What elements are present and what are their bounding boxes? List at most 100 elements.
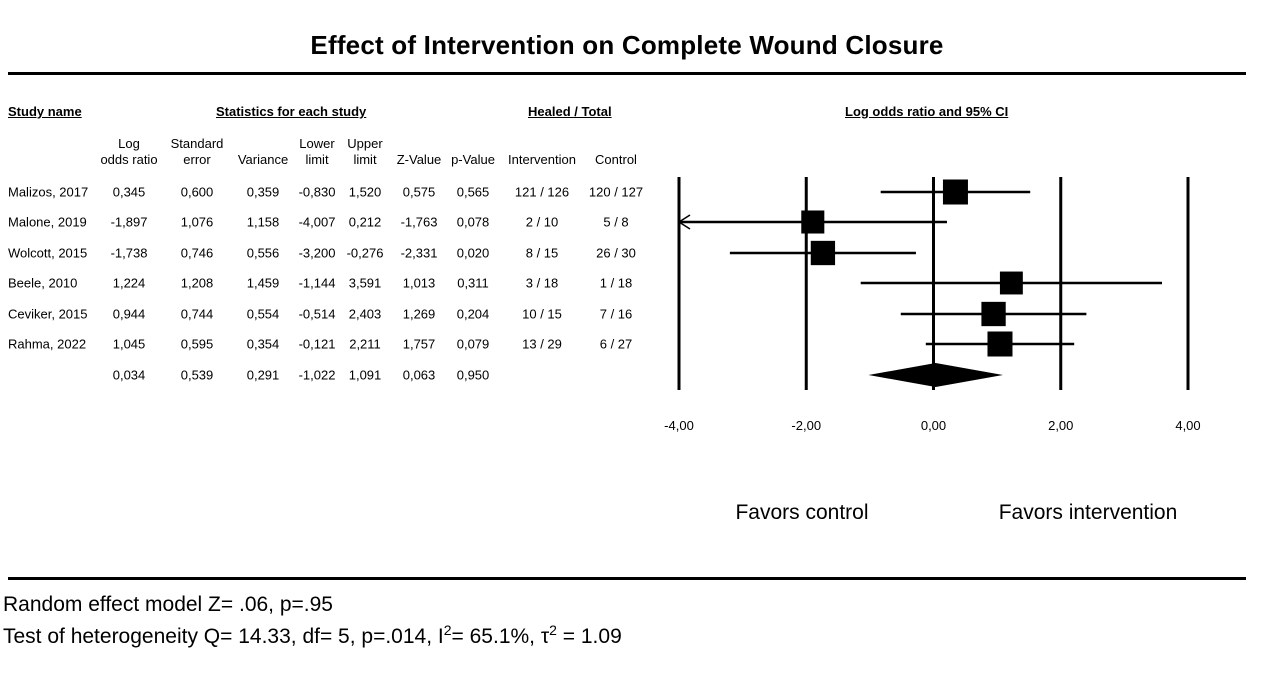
cell-intervention: 121 / 126 xyxy=(514,184,570,200)
footer-heterogeneity-post: = 1.09 xyxy=(556,625,622,648)
column-header-line2: limit xyxy=(305,152,329,167)
cell-p-value: 0,565 xyxy=(456,184,490,200)
pooled-diamond xyxy=(868,363,1003,387)
cell-z-value: -2,331 xyxy=(400,245,438,261)
study-name: Rahma, 2022 xyxy=(8,336,87,352)
study-name: Malizos, 2017 xyxy=(8,184,89,200)
summary-log-odds-ratio: 0,034 xyxy=(112,367,146,383)
footer-heterogeneity-mid: = 65.1%, τ xyxy=(451,625,550,648)
header-plot: Log odds ratio and 95% CI xyxy=(845,104,1009,119)
footer-model: Random effect model Z= .06, p=.95 xyxy=(3,593,333,616)
column-header-line1: Standard xyxy=(170,136,224,151)
cell-variance: 0,354 xyxy=(246,336,280,352)
cell-log-odds-ratio: 1,224 xyxy=(112,275,146,291)
column-header-variance: Variance xyxy=(238,136,288,168)
column-header-intervention: Intervention xyxy=(508,136,576,168)
cell-control: 7 / 16 xyxy=(599,306,633,322)
header-healed-total: Healed / Total xyxy=(528,104,612,119)
cell-variance: 1,158 xyxy=(246,214,280,230)
column-header-line2: Intervention xyxy=(508,152,576,167)
cell-lower-limit: -0,830 xyxy=(298,184,336,200)
point-estimate xyxy=(942,179,968,205)
column-header-line2: p-Value xyxy=(451,152,495,167)
column-header-z-value: Z-Value xyxy=(397,136,442,168)
x-tick-label: 4,00 xyxy=(1175,418,1201,433)
cell-standard-error: 0,595 xyxy=(180,336,214,352)
cell-upper-limit: 2,211 xyxy=(349,336,381,352)
summary-z-value: 0,063 xyxy=(402,367,436,383)
cell-intervention: 2 / 10 xyxy=(525,214,559,230)
cell-standard-error: 0,600 xyxy=(180,184,214,200)
x-tick-label: -4,00 xyxy=(664,418,694,433)
column-header-control: Control xyxy=(595,136,637,168)
column-header-line2: Variance xyxy=(237,152,289,167)
column-header-upper-limit: Upper limit xyxy=(347,136,382,168)
cell-lower-limit: -4,007 xyxy=(298,214,336,230)
cell-upper-limit: 0,212 xyxy=(348,214,382,230)
cell-log-odds-ratio: 1,045 xyxy=(112,336,146,352)
chart-title: Effect of Intervention on Complete Wound… xyxy=(310,30,944,60)
cell-standard-error: 0,746 xyxy=(180,245,214,261)
cell-upper-limit: 2,403 xyxy=(348,306,382,322)
ci-arrow xyxy=(677,214,691,230)
cell-p-value: 0,078 xyxy=(456,214,490,230)
column-header-line2: error xyxy=(183,152,211,167)
cell-standard-error: 0,744 xyxy=(180,306,214,322)
summary-standard-error: 0,539 xyxy=(180,367,214,383)
study-name: Ceviker, 2015 xyxy=(8,306,88,322)
cell-lower-limit: -0,121 xyxy=(298,336,336,352)
summary-upper-limit: 1,091 xyxy=(348,367,382,383)
cell-log-odds-ratio: 0,944 xyxy=(112,306,146,322)
footer-heterogeneity: Test of heterogeneity Q= 14.33, df= 5, p… xyxy=(3,622,622,649)
study-name: Wolcott, 2015 xyxy=(8,245,88,261)
point-estimate xyxy=(801,210,825,234)
cell-log-odds-ratio: -1,738 xyxy=(110,245,148,261)
point-estimate xyxy=(999,271,1023,295)
cell-log-odds-ratio: 0,345 xyxy=(112,184,146,200)
cell-lower-limit: -3,200 xyxy=(298,245,336,261)
study-name: Beele, 2010 xyxy=(8,275,78,291)
cell-variance: 0,554 xyxy=(246,306,280,322)
column-header-line2: odds ratio xyxy=(100,152,158,167)
cell-p-value: 0,204 xyxy=(456,306,490,322)
point-estimate xyxy=(987,331,1013,357)
x-tick-label: 0,00 xyxy=(920,418,947,433)
column-header-p-value: p-Value xyxy=(451,136,495,168)
column-header-line1: Log xyxy=(118,136,140,151)
bottom-rule xyxy=(8,577,1246,580)
column-header-standard-error: Standard error xyxy=(171,136,224,168)
cell-control: 26 / 30 xyxy=(596,245,636,261)
header-study-name: Study name xyxy=(8,104,82,119)
header-statistics: Statistics for each study xyxy=(216,104,367,119)
cell-lower-limit: -1,144 xyxy=(298,275,336,291)
cell-upper-limit: -0,276 xyxy=(346,245,384,261)
column-header-line2: Z-Value xyxy=(396,152,442,167)
favors-intervention-label: Favors intervention xyxy=(998,501,1178,524)
column-header-lower-limit: Lower limit xyxy=(299,136,334,168)
tau2-superscript: 2 xyxy=(549,622,557,638)
cell-z-value: 0,575 xyxy=(402,184,436,200)
cell-intervention: 10 / 15 xyxy=(522,306,562,322)
column-header-line2: limit xyxy=(353,152,377,167)
cell-p-value: 0,079 xyxy=(456,336,490,352)
cell-intervention: 8 / 15 xyxy=(525,245,559,261)
summary-variance: 0,291 xyxy=(246,367,280,383)
favors-control-label: Favors control xyxy=(735,501,869,524)
column-header-line2: Control xyxy=(595,152,637,167)
cell-control: 5 / 8 xyxy=(603,214,629,230)
cell-standard-error: 1,208 xyxy=(180,275,214,291)
cell-intervention: 13 / 29 xyxy=(522,336,562,352)
column-header-line1: Lower xyxy=(299,136,335,151)
cell-p-value: 0,020 xyxy=(456,245,490,261)
cell-variance: 1,459 xyxy=(246,275,280,291)
footer-heterogeneity-pre: Test of heterogeneity Q= 14.33, df= 5, p… xyxy=(3,625,444,648)
x-tick-label: -2,00 xyxy=(791,418,822,433)
cell-z-value: -1,763 xyxy=(400,214,438,230)
study-name: Malone, 2019 xyxy=(8,214,87,230)
cell-z-value: 1,013 xyxy=(402,275,436,291)
top-rule xyxy=(8,72,1246,75)
summary-p-value: 0,950 xyxy=(456,367,490,383)
cell-lower-limit: -0,514 xyxy=(298,306,336,322)
column-header-line1: Upper xyxy=(347,136,383,151)
